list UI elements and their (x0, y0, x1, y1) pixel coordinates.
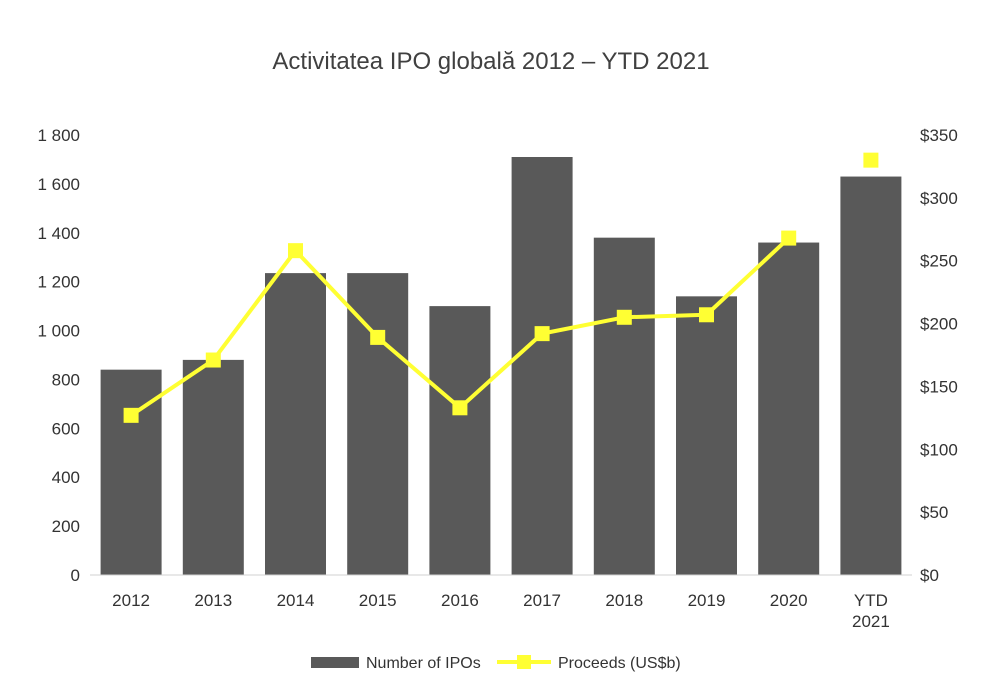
line-marker (781, 230, 797, 246)
line-series (123, 152, 879, 423)
y-left-tick-label: 1 400 (37, 224, 80, 243)
y-right-tick-label: $100 (920, 440, 958, 459)
x-tick-label: 2013 (194, 591, 232, 610)
x-tick-label: 2016 (441, 591, 479, 610)
x-tick-label: 2018 (605, 591, 643, 610)
line-marker (205, 352, 221, 368)
bar (758, 242, 820, 576)
line-marker (699, 307, 714, 323)
bar (182, 359, 244, 575)
chart-title: Activitatea IPO globală 2012 – YTD 2021 (272, 48, 709, 75)
y-right-tick-label: $50 (920, 503, 948, 522)
legend-swatch-marker (517, 655, 531, 669)
x-tick-label: YTD 2021 (852, 591, 890, 631)
line-marker (452, 400, 468, 416)
line-marker (123, 407, 139, 423)
x-tick-label: 2012 (112, 591, 150, 610)
y-right-tick-label: $300 (920, 189, 958, 208)
y-left-tick-label: 800 (52, 370, 80, 389)
bar (840, 176, 902, 576)
x-tick-label: 2014 (277, 591, 315, 610)
y-left-tick-label: 1 000 (37, 322, 80, 341)
y-right-tick-label: $350 (920, 126, 958, 145)
legend-label-bar: Number of IPOs (366, 655, 481, 672)
x-tick-label: 2019 (688, 591, 726, 610)
bar (511, 157, 573, 575)
y-left-tick-label: 0 (71, 566, 80, 585)
bar (265, 273, 326, 575)
line-marker (534, 326, 550, 342)
line-marker (863, 152, 879, 168)
x-tick-label: 2017 (523, 591, 561, 610)
line-marker (616, 309, 632, 325)
legend-label-line: Proceeds (US$b) (558, 655, 681, 672)
y-left-tick-label: 1 600 (37, 175, 80, 194)
legend-swatch-bar (311, 657, 359, 668)
right-axis: $0 $50 $100 $150 $200 $250 $300 $350 (920, 126, 958, 585)
y-left-tick-label: 400 (52, 468, 80, 487)
left-axis: 0 200 400 600 800 1 000 1 200 1 400 1 600 1 800 (37, 126, 80, 585)
line-marker (288, 243, 303, 259)
legend: Number of IPOs Proceeds (US$b) (311, 655, 681, 672)
x-tick-label: 2020 (770, 591, 808, 610)
x-axis-labels: 2012 2013 2014 2015 2016 2017 2018 2019 2020 YTD 2… (112, 591, 890, 631)
y-left-tick-label: 1 800 (37, 126, 80, 145)
bar (593, 237, 655, 575)
x-tick-label: 2015 (359, 591, 397, 610)
y-right-tick-label: $0 (920, 566, 939, 585)
y-right-tick-label: $250 (920, 252, 958, 271)
y-left-tick-label: 1 200 (37, 273, 80, 292)
bar-series (100, 157, 902, 576)
y-right-tick-label: $200 (920, 315, 958, 334)
bar (429, 306, 491, 575)
bar (347, 273, 409, 575)
line-marker (370, 329, 386, 345)
y-left-tick-label: 200 (52, 517, 80, 536)
y-left-tick-label: 600 (52, 419, 80, 438)
y-right-tick-label: $150 (920, 377, 958, 396)
bar (676, 296, 737, 575)
